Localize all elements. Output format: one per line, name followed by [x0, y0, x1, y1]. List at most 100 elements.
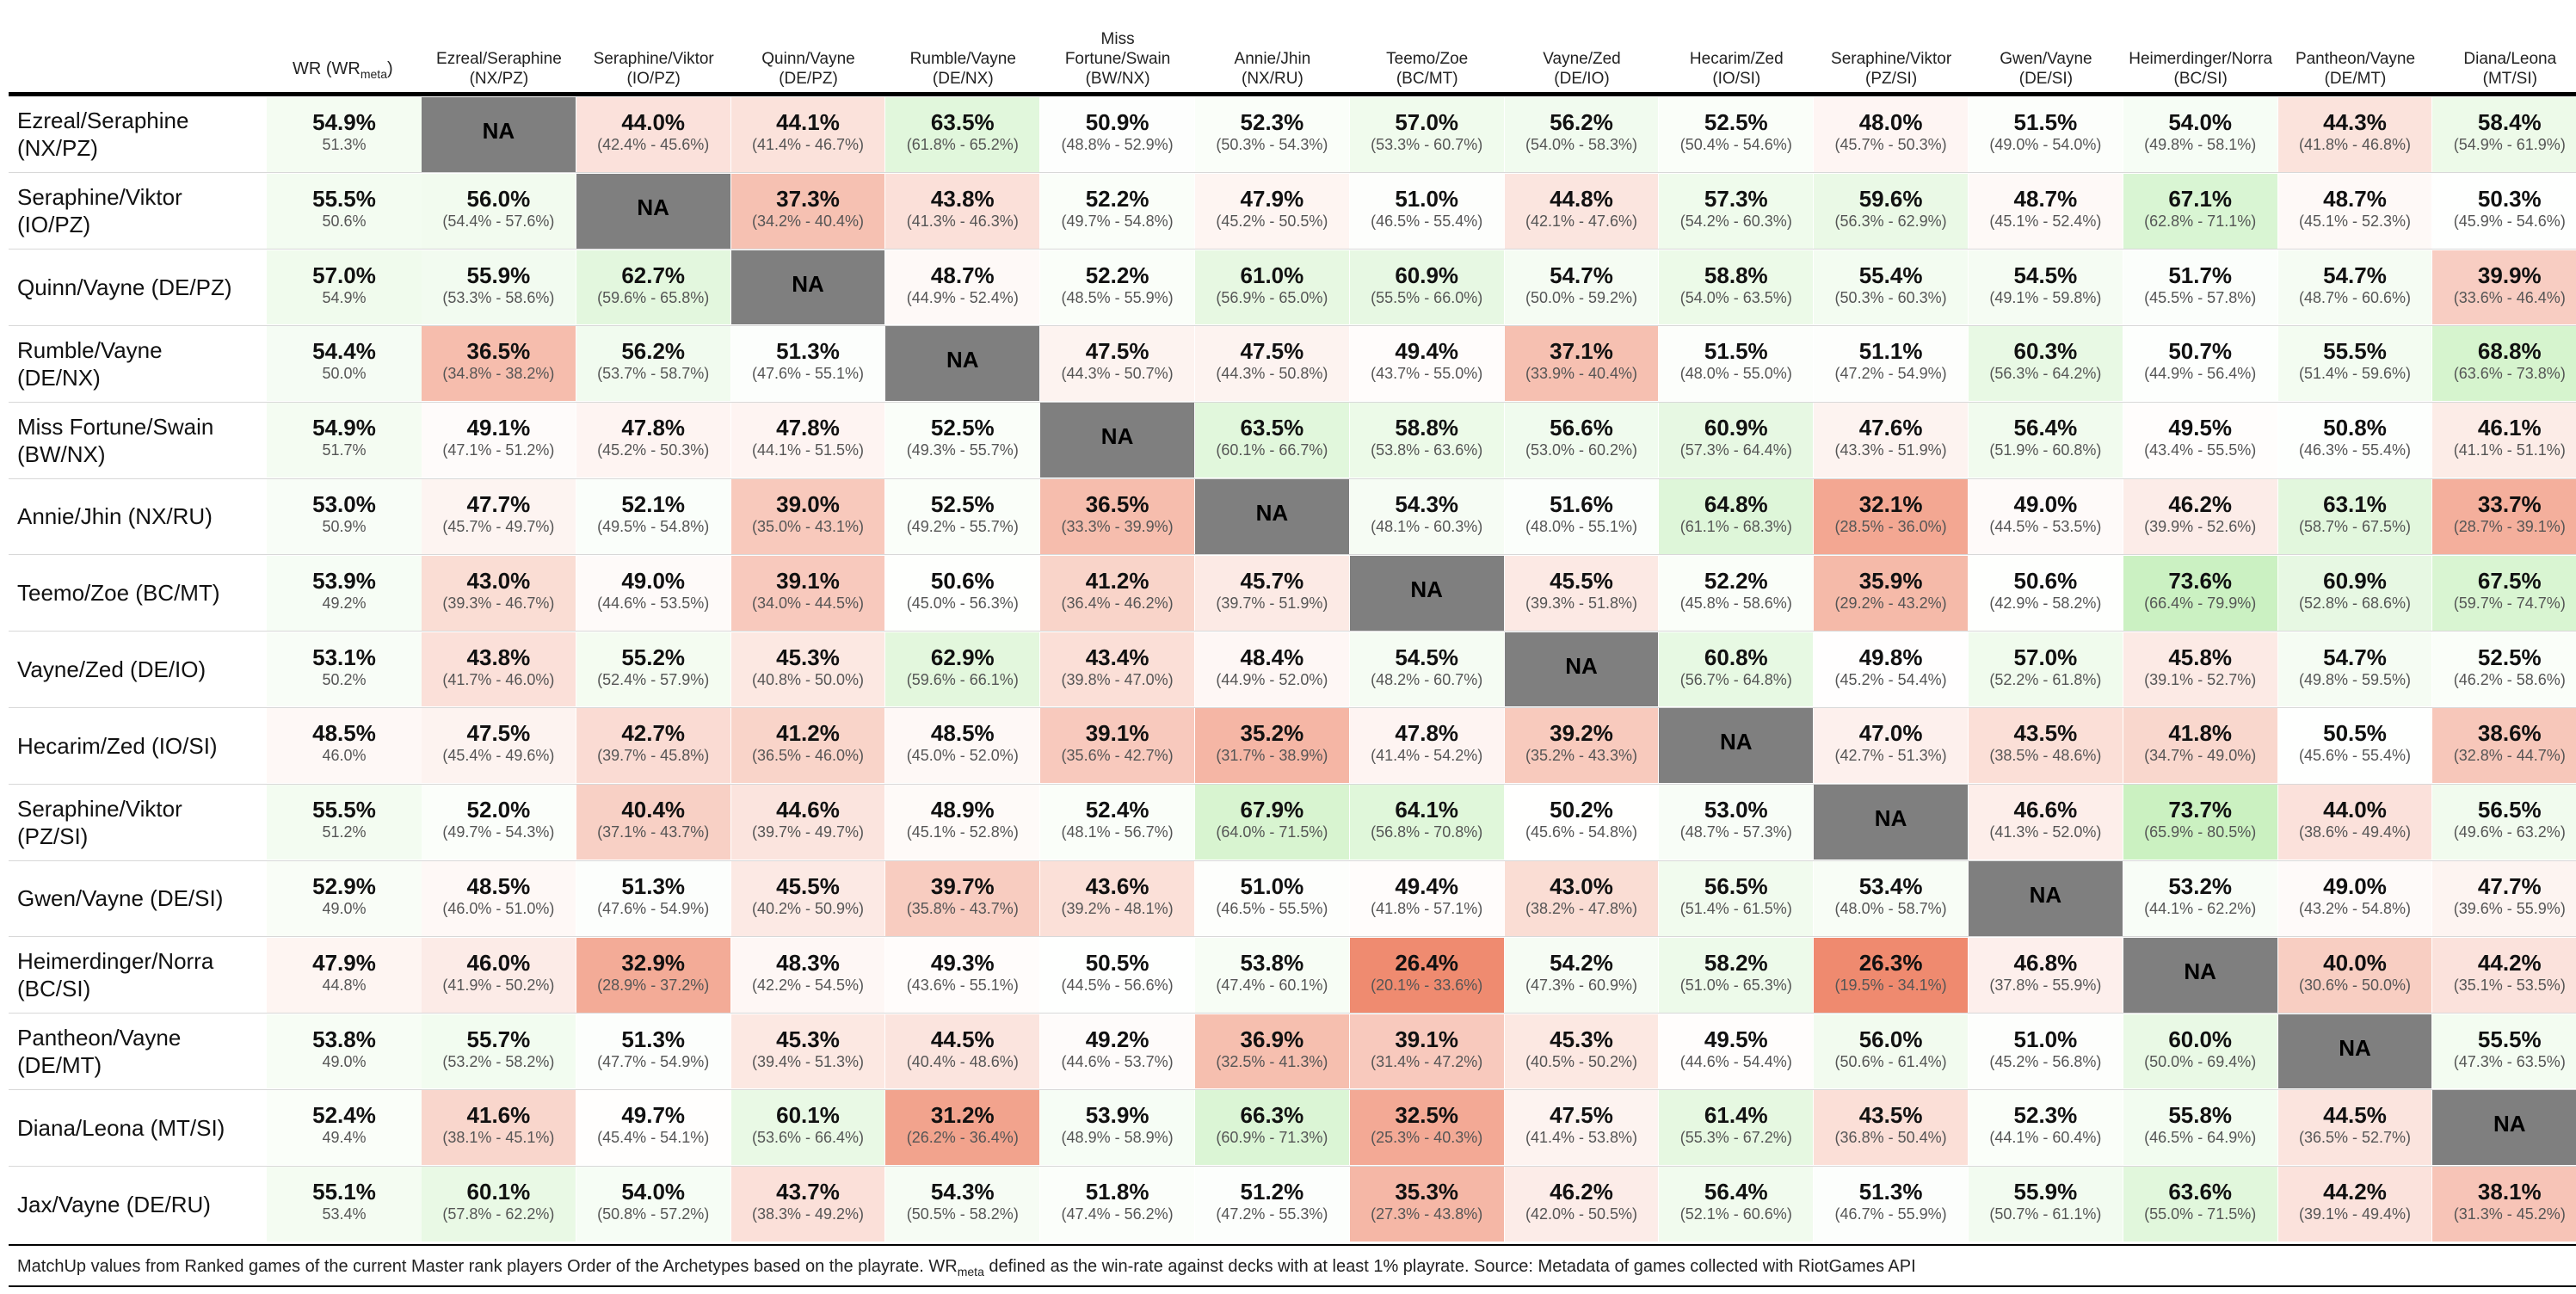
matchup-value: 53.2%: [2168, 873, 2233, 899]
confidence-interval: (43.4% - 55.5%): [2144, 441, 2257, 459]
confidence-interval: (49.5% - 54.8%): [597, 518, 710, 535]
matchup-value: 49.0%: [2013, 491, 2078, 517]
matchup-cell-na: NA: [1659, 708, 1814, 784]
matchup-cell: 44.3% (41.8% - 46.8%): [2277, 97, 2432, 172]
confidence-interval: (39.8% - 47.0%): [1061, 670, 1174, 688]
matchup-cell: 67.5% (59.7% - 74.7%): [2432, 555, 2576, 631]
confidence-interval: (52.4% - 57.9%): [597, 670, 710, 688]
wr-value: 55.5%: [312, 185, 376, 212]
matchup-value: 63.5%: [930, 109, 995, 135]
confidence-interval: (49.8% - 59.5%): [2298, 670, 2412, 688]
confidence-interval: (57.8% - 62.2%): [442, 1205, 555, 1223]
matchup-cell: 50.6% (42.9% - 58.2%): [1969, 555, 2123, 631]
matchup-value: 56.2%: [621, 338, 686, 365]
matchup-value: 51.8%: [1085, 1179, 1149, 1205]
confidence-interval: (45.0% - 56.3%): [906, 594, 1019, 612]
matchup-cell: 54.0% (50.8% - 57.2%): [576, 1167, 730, 1242]
matchup-cell: 49.0% (44.5% - 53.5%): [1969, 479, 2123, 554]
wr-meta-value: 44.8%: [322, 976, 367, 994]
matchup-value: 45.7%: [1240, 567, 1304, 594]
matchup-value: 47.9%: [1240, 185, 1304, 212]
confidence-interval: (49.7% - 54.3%): [442, 823, 555, 841]
confidence-interval: (45.9% - 54.6%): [2453, 212, 2566, 230]
matchup-cell: 47.5% (44.3% - 50.8%): [1195, 326, 1349, 402]
matchup-cell-na: NA: [1969, 861, 2123, 936]
column-header-line: (IO/SI): [1712, 70, 1761, 88]
wr-meta-value: 50.0%: [322, 365, 367, 383]
confidence-interval: (53.7% - 58.7%): [597, 365, 710, 383]
confidence-interval: (58.7% - 67.5%): [2298, 518, 2412, 535]
matchup-cell: 62.9% (59.6% - 66.1%): [885, 632, 1040, 707]
matchup-value: 41.6%: [466, 1102, 531, 1129]
matchup-value: 52.2%: [1085, 185, 1149, 212]
matchup-cell: 58.2% (51.0% - 65.3%): [1659, 937, 1814, 1013]
confidence-interval: (50.4% - 54.6%): [1679, 136, 1792, 153]
wr-value: 53.0%: [312, 491, 376, 517]
matchup-cell: 51.0% (45.2% - 56.8%): [1969, 1014, 2123, 1089]
matchup-cell: 47.9% (45.2% - 50.5%): [1195, 173, 1349, 249]
matchup-value: 54.7%: [1550, 262, 1613, 288]
matchup-value: 63.1%: [2323, 491, 2387, 517]
row-divider: [9, 249, 2576, 250]
matchup-value: 73.6%: [2168, 567, 2233, 594]
confidence-interval: (44.9% - 56.4%): [2144, 365, 2257, 383]
matchup-value: 48.3%: [776, 949, 840, 976]
confidence-interval: (51.9% - 60.8%): [1989, 441, 2102, 459]
confidence-interval: (34.2% - 40.4%): [751, 212, 865, 230]
footnote: MatchUp values from Ranked games of the …: [17, 1257, 1916, 1279]
matchup-value: 43.0%: [1550, 873, 1613, 899]
confidence-interval: (50.7% - 61.1%): [1989, 1205, 2102, 1223]
matchup-cell: 46.1% (41.1% - 51.1%): [2432, 403, 2576, 478]
matchup-value: NA: [2493, 1111, 2526, 1137]
confidence-interval: (35.1% - 53.5%): [2453, 976, 2566, 994]
confidence-interval: (25.3% - 40.3%): [1371, 1129, 1483, 1147]
matchup-cell-na: NA: [730, 250, 885, 325]
matchup-value: 48.7%: [930, 262, 995, 288]
confidence-interval: (59.6% - 65.8%): [597, 288, 710, 306]
column-header-line: Fortune/Swain: [1064, 50, 1171, 68]
matchup-cell: 45.7% (39.7% - 51.9%): [1195, 555, 1349, 631]
confidence-interval: (50.3% - 54.3%): [1216, 136, 1328, 153]
matchup-cell: 53.9% (48.9% - 58.9%): [1040, 1090, 1194, 1166]
confidence-interval: (48.8% - 52.9%): [1061, 136, 1174, 153]
matchup-cell: 50.8% (46.3% - 55.4%): [2277, 403, 2432, 478]
row-divider: [9, 324, 2576, 326]
column-header: Hecarim/Zed (IO/SI): [1657, 49, 1815, 89]
matchup-value: NA: [1874, 805, 1907, 832]
confidence-interval: (44.9% - 52.0%): [1216, 670, 1328, 688]
column-header-line: Hecarim/Zed: [1689, 50, 1784, 68]
column-header: Diana/Leona (MT/SI): [2431, 49, 2576, 89]
wr-cell: 52.4% 49.4%: [267, 1090, 422, 1166]
confidence-interval: (35.8% - 43.7%): [906, 900, 1019, 917]
wr-cell: 55.5% 51.2%: [267, 785, 422, 860]
matchup-value: 47.0%: [1858, 720, 1923, 747]
matchup-cell: 43.4% (39.8% - 47.0%): [1040, 632, 1194, 707]
matchup-value: 45.3%: [1550, 1026, 1613, 1052]
confidence-interval: (33.6% - 46.4%): [2453, 288, 2566, 306]
column-header-line: Teemo/Zoe: [1386, 50, 1469, 68]
confidence-interval: (40.4% - 48.6%): [906, 1052, 1019, 1070]
matchup-cell: 48.0% (45.7% - 50.3%): [1814, 97, 1968, 172]
confidence-interval: (49.2% - 55.7%): [906, 518, 1019, 535]
matchup-cell: 37.3% (34.2% - 40.4%): [730, 173, 885, 249]
confidence-interval: (64.0% - 71.5%): [1216, 823, 1328, 841]
matchup-value: 48.5%: [930, 720, 995, 747]
matchup-cell: 48.9% (45.1% - 52.8%): [885, 785, 1040, 860]
column-header: Pantheon/Vayne (DE/MT): [2277, 49, 2435, 89]
matchup-cell: 49.3% (43.6% - 55.1%): [885, 937, 1040, 1013]
column-header-line: (BC/MT): [1396, 70, 1458, 88]
wr-value: 55.1%: [312, 1179, 376, 1205]
confidence-interval: (19.5% - 34.1%): [1834, 976, 1947, 994]
row-label-line: (BC/SI): [17, 976, 91, 1002]
wr-meta-value: 51.2%: [322, 823, 367, 841]
matchup-value: 43.6%: [1085, 873, 1149, 899]
matchup-value: 43.0%: [466, 567, 531, 594]
wr-cell: 54.9% 51.3%: [267, 97, 422, 172]
confidence-interval: (46.5% - 55.5%): [1216, 900, 1328, 917]
matchup-cell: 64.1% (56.8% - 70.8%): [1349, 785, 1504, 860]
column-header-line: (NX/RU): [1242, 70, 1303, 88]
confidence-interval: (42.2% - 54.5%): [751, 976, 865, 994]
confidence-interval: (48.1% - 56.7%): [1061, 823, 1174, 841]
confidence-interval: (39.9% - 52.6%): [2144, 518, 2257, 535]
wr-value: 48.5%: [312, 720, 376, 747]
